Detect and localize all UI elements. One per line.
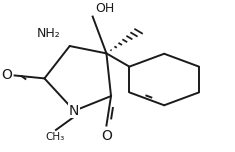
Text: NH₂: NH₂ [37,27,61,40]
Text: OH: OH [95,2,114,15]
Text: O: O [101,129,112,143]
Text: N: N [69,104,79,118]
Text: CH₃: CH₃ [45,132,64,142]
Text: O: O [1,68,12,82]
